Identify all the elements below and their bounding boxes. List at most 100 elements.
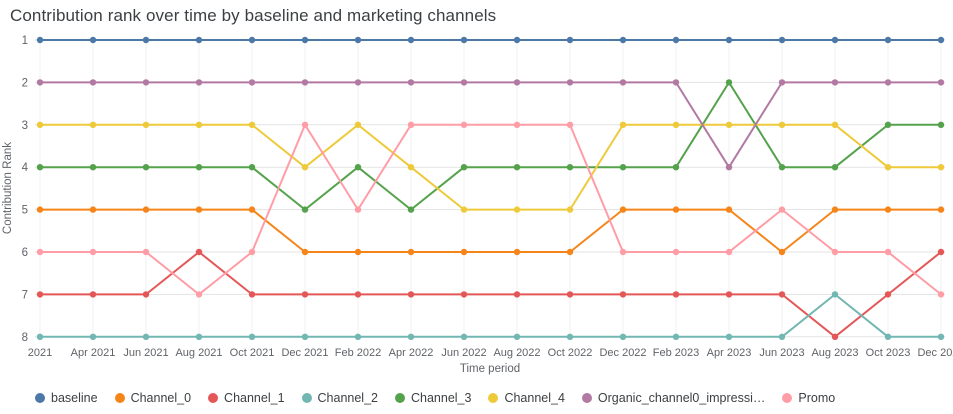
y-tick-label: 6 xyxy=(22,247,28,259)
data-point-marker xyxy=(407,164,415,171)
data-point-marker xyxy=(937,121,945,128)
data-point-marker xyxy=(407,206,415,213)
data-point-marker xyxy=(884,333,892,340)
data-point-marker xyxy=(725,206,733,213)
series-line xyxy=(39,208,942,253)
data-point-marker xyxy=(725,164,733,171)
data-point-marker xyxy=(884,206,892,213)
data-point-marker xyxy=(354,36,362,44)
x-tick-label: Feb 2023 xyxy=(653,347,699,359)
legend-label: Channel_2 xyxy=(317,391,378,405)
data-point-marker xyxy=(778,248,786,256)
data-point-marker xyxy=(778,36,786,44)
data-point-marker xyxy=(725,79,733,86)
legend-item-Channel_3[interactable]: Channel_3 xyxy=(394,391,471,405)
data-point-marker xyxy=(513,121,521,128)
data-point-marker xyxy=(354,291,362,298)
data-point-marker xyxy=(142,36,150,44)
data-point-marker xyxy=(884,291,892,298)
data-point-marker xyxy=(672,333,680,340)
data-point-marker xyxy=(672,164,680,171)
data-point-marker xyxy=(513,164,521,171)
data-point-marker xyxy=(937,206,945,213)
data-point-marker xyxy=(89,121,97,128)
x-tick-label: Aug 2021 xyxy=(175,347,222,359)
legend-swatch-icon xyxy=(488,393,499,403)
data-point-marker xyxy=(354,248,362,256)
legend-swatch-icon xyxy=(394,393,405,403)
legend-item-Channel_2[interactable]: Channel_2 xyxy=(301,391,378,405)
data-point-marker xyxy=(248,206,256,213)
data-point-marker xyxy=(566,291,574,298)
data-point-marker xyxy=(831,248,839,256)
x-tick-label: Jun 2022 xyxy=(441,347,486,359)
data-point-marker xyxy=(831,79,839,86)
data-point-marker xyxy=(195,248,203,256)
data-point-marker xyxy=(513,36,521,44)
y-tick-label: 1 xyxy=(22,35,28,47)
legend-item-baseline[interactable]: baseline xyxy=(35,391,98,405)
data-point-marker xyxy=(513,79,521,86)
legend-item-Organic_channel0_impressi…[interactable]: Organic_channel0_impressi… xyxy=(581,391,765,405)
data-point-marker xyxy=(619,248,627,256)
data-point-marker xyxy=(354,206,362,213)
data-point-marker xyxy=(672,206,680,213)
x-tick-label: Jun 2023 xyxy=(759,347,804,359)
data-point-marker xyxy=(142,79,150,86)
series-line xyxy=(39,123,942,211)
data-point-marker xyxy=(301,206,309,213)
data-point-marker xyxy=(248,164,256,171)
legend-item-Channel_1[interactable]: Channel_1 xyxy=(208,391,285,405)
data-point-marker xyxy=(460,333,468,340)
x-tick-label: Dec 2021 xyxy=(281,347,328,359)
data-point-marker xyxy=(354,164,362,171)
legend-item-Promo[interactable]: Promo xyxy=(782,391,835,405)
data-point-marker xyxy=(619,164,627,171)
legend-item-Channel_4[interactable]: Channel_4 xyxy=(488,391,565,405)
data-point-marker xyxy=(248,79,256,86)
y-tick-label: 7 xyxy=(22,289,28,301)
data-point-marker xyxy=(619,333,627,340)
data-point-marker xyxy=(831,164,839,171)
data-point-marker xyxy=(301,121,309,128)
data-point-marker xyxy=(354,79,362,86)
series-Channel_1 xyxy=(36,248,945,340)
series-line xyxy=(39,123,942,296)
data-point-marker xyxy=(566,206,574,213)
data-point-marker xyxy=(778,291,786,298)
y-tick-label: 5 xyxy=(22,205,28,217)
data-point-marker xyxy=(142,291,150,298)
legend-swatch-icon xyxy=(208,393,219,403)
legend-swatch-icon xyxy=(35,393,45,403)
x-tick-label: Feb 2022 xyxy=(335,347,381,359)
data-point-marker xyxy=(36,206,44,213)
data-point-marker xyxy=(460,206,468,213)
legend-swatch-icon xyxy=(782,393,793,403)
data-point-marker xyxy=(460,164,468,171)
data-point-marker xyxy=(619,121,627,128)
data-point-marker xyxy=(513,333,521,340)
data-point-marker xyxy=(407,333,415,340)
data-point-marker xyxy=(725,291,733,298)
data-point-marker xyxy=(619,79,627,86)
legend-item-Channel_0[interactable]: Channel_0 xyxy=(114,391,191,405)
data-point-marker xyxy=(884,121,892,128)
data-point-marker xyxy=(36,36,44,44)
data-point-marker xyxy=(884,79,892,86)
series-Organic_channel0_impressi… xyxy=(36,79,945,171)
data-point-marker xyxy=(142,206,150,213)
data-point-marker xyxy=(566,248,574,256)
x-tick-label: Oct 2021 xyxy=(230,347,275,359)
x-tick-label: 2021 xyxy=(28,347,52,359)
series-Promo xyxy=(36,121,945,298)
data-point-marker xyxy=(248,121,256,128)
data-point-marker xyxy=(36,291,44,298)
series-Channel_0 xyxy=(36,206,945,256)
data-point-marker xyxy=(566,36,574,44)
data-point-marker xyxy=(725,333,733,340)
data-point-marker xyxy=(672,121,680,128)
data-point-marker xyxy=(937,291,945,298)
series-line xyxy=(39,81,942,169)
x-tick-label: Dec 2023 xyxy=(917,347,953,359)
